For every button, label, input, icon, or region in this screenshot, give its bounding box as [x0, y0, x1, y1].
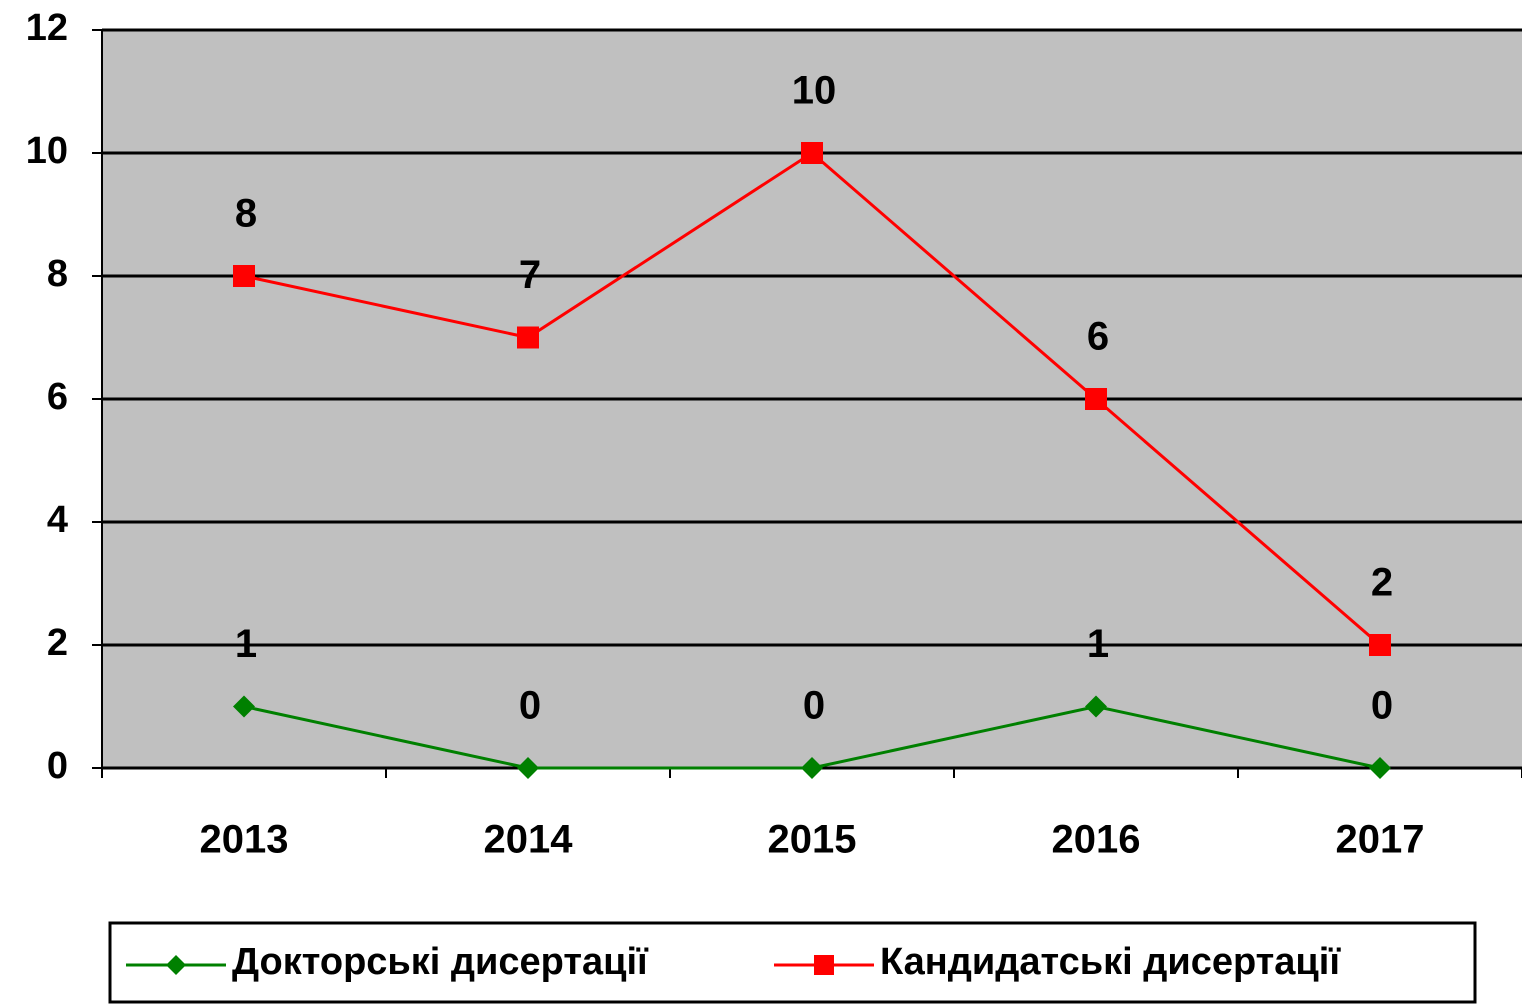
- point-marker: [1085, 388, 1107, 410]
- data-label: 1: [1087, 622, 1109, 666]
- legend-label: Кандидатські дисертації: [880, 941, 1341, 983]
- legend-marker: [814, 955, 834, 975]
- data-label: 0: [803, 684, 825, 728]
- x-tick-label: 2014: [484, 818, 574, 862]
- y-tick-label: 6: [47, 376, 68, 418]
- x-tick-label: 2016: [1052, 818, 1141, 862]
- point-marker: [517, 757, 539, 779]
- data-label: 0: [519, 684, 541, 728]
- point-marker: [801, 142, 823, 164]
- point-marker: [233, 265, 255, 287]
- y-tick-label: 12: [26, 7, 68, 49]
- data-label: 0: [1371, 684, 1393, 728]
- point-marker: [1085, 695, 1107, 718]
- point-marker: [233, 695, 255, 718]
- x-tick-label: 2013: [200, 818, 289, 862]
- legend-marker: [166, 955, 186, 975]
- y-tick-label: 8: [47, 253, 68, 295]
- data-label: 8: [235, 192, 257, 236]
- y-tick-label: 0: [47, 745, 68, 787]
- data-label: 10: [792, 69, 837, 113]
- point-marker: [1369, 757, 1391, 779]
- x-tick-label: 2015: [768, 818, 857, 862]
- point-marker: [517, 326, 539, 349]
- data-label: 1: [235, 622, 257, 666]
- legend-box: [108, 921, 1477, 1004]
- data-label: 2: [1371, 561, 1393, 605]
- y-tick-label: 4: [47, 499, 68, 541]
- y-tick-label: 2: [47, 622, 68, 664]
- y-tick-label: 10: [26, 130, 68, 172]
- data-label: 7: [519, 253, 541, 297]
- point-marker: [801, 757, 823, 779]
- x-tick-label: 2017: [1336, 818, 1425, 862]
- data-label: 6: [1087, 315, 1109, 359]
- point-marker: [1369, 634, 1391, 656]
- legend-label: Докторські дисертації: [232, 941, 649, 983]
